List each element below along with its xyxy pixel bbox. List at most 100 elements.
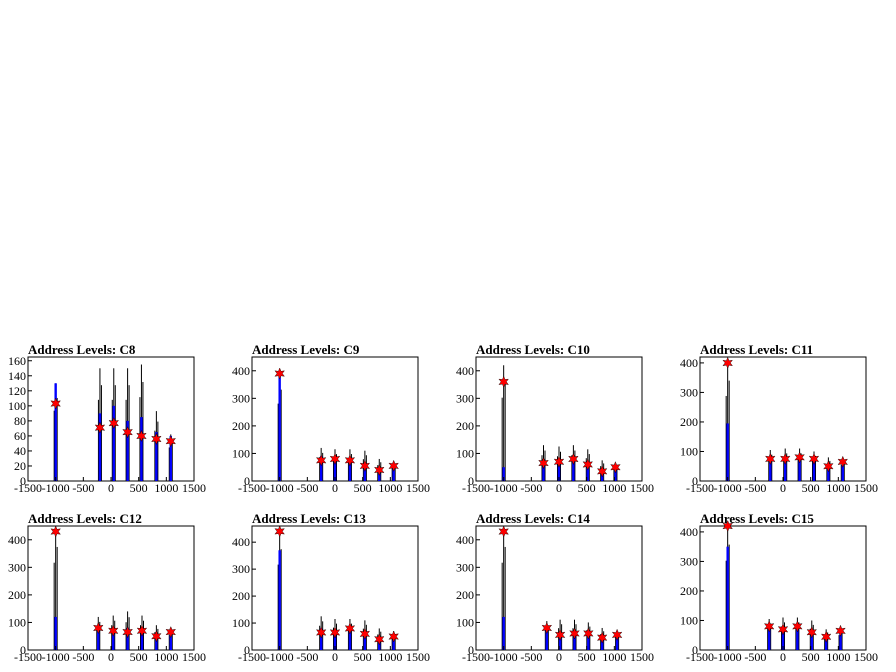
x-tick-label: -500 xyxy=(744,650,766,664)
x-tick-label: -1500 xyxy=(14,481,42,495)
x-tick-label: -500 xyxy=(296,481,318,495)
peak-marker xyxy=(388,630,399,643)
peak-marker xyxy=(344,454,356,467)
chart-panel: Address Levels: C11 0 100 200 300 400 -1500 -10… xyxy=(680,342,878,495)
x-tick-label: -1000 xyxy=(714,650,742,664)
x-tick-label: -500 xyxy=(296,650,318,664)
histogram-bin xyxy=(812,460,816,481)
peak-marker xyxy=(165,626,176,639)
histogram-bin xyxy=(54,616,57,650)
histogram-bin xyxy=(155,432,158,481)
histogram-bin xyxy=(798,457,801,481)
y-tick-label: 400 xyxy=(8,533,26,547)
chart-title: Address Levels: C8 xyxy=(28,342,136,357)
x-tick-label: -1500 xyxy=(686,481,714,495)
x-tick-label: 1500 xyxy=(854,650,878,664)
histogram-bin xyxy=(363,464,367,481)
peak-marker xyxy=(344,622,356,635)
x-tick-label: 1000 xyxy=(378,481,402,495)
peak-marker xyxy=(823,460,834,473)
histogram-bin xyxy=(587,633,590,650)
x-tick-label: 500 xyxy=(354,650,372,664)
peak-marker xyxy=(151,630,162,643)
x-tick-label: -1500 xyxy=(686,650,714,664)
y-tick-label: 100 xyxy=(8,399,26,413)
x-tick-label: 500 xyxy=(578,650,596,664)
histogram-bin xyxy=(333,629,337,650)
histogram-bin xyxy=(614,467,617,481)
x-tick-label: 1500 xyxy=(630,481,654,495)
x-tick-label: 1000 xyxy=(602,481,626,495)
chart-panel: Address Levels: C9 0 100 200 300 400 -1500 -100… xyxy=(232,342,430,495)
y-tick-label: 200 xyxy=(456,588,474,602)
y-tick-label: 60 xyxy=(14,429,26,443)
y-tick-label: 0 xyxy=(20,643,26,657)
x-tick-label: -1000 xyxy=(490,481,518,495)
peak-marker xyxy=(93,621,104,635)
peak-marker xyxy=(596,631,608,644)
peak-marker xyxy=(837,455,848,468)
chart-panel: Address Levels: C12 0 100 200 300 400 -1500 -10… xyxy=(8,511,206,664)
chart-title: Address Levels: C13 xyxy=(252,511,366,526)
peak-marker xyxy=(388,459,399,472)
x-tick-label: 500 xyxy=(354,481,372,495)
x-tick-label: -500 xyxy=(520,650,542,664)
peak-marker xyxy=(538,457,549,470)
peak-marker xyxy=(274,367,285,380)
y-tick-label: 0 xyxy=(692,643,698,657)
x-tick-label: 0 xyxy=(780,481,786,495)
x-tick-label: 0 xyxy=(556,481,562,495)
y-tick-label: 400 xyxy=(456,364,474,378)
y-tick-label: 300 xyxy=(456,391,474,405)
histogram-bin xyxy=(155,634,158,650)
x-tick-label: -1000 xyxy=(266,650,294,664)
peak-marker xyxy=(498,375,509,388)
x-tick-label: 1000 xyxy=(378,650,402,664)
peak-marker xyxy=(611,628,623,641)
chart-title: Address Levels: C11 xyxy=(700,342,813,357)
peak-marker xyxy=(329,626,341,639)
y-tick-label: 200 xyxy=(680,415,698,429)
histogram-bin xyxy=(615,634,619,650)
histogram-bin xyxy=(586,465,589,481)
peak-marker xyxy=(792,620,803,633)
y-tick-label: 100 xyxy=(680,444,698,458)
peak-marker xyxy=(763,620,775,633)
histogram-bin xyxy=(726,546,729,650)
x-tick-label: 1500 xyxy=(182,650,206,664)
x-tick-label: -1000 xyxy=(266,481,294,495)
peak-marker xyxy=(50,397,61,410)
peak-marker xyxy=(122,626,133,639)
x-tick-label: -1500 xyxy=(14,650,42,664)
histogram-bin xyxy=(600,637,604,650)
histogram-bin xyxy=(542,460,545,481)
y-tick-label: 160 xyxy=(8,354,26,368)
peak-marker xyxy=(151,432,162,445)
histogram-bin xyxy=(545,627,549,650)
x-tick-label: 1500 xyxy=(182,481,206,495)
histogram-bin xyxy=(572,458,575,481)
histogram-bin xyxy=(557,461,561,481)
histogram-bin xyxy=(796,626,799,650)
chart-panel: Address Levels: C13 0 100 200 300 400 -1500 -10… xyxy=(232,511,430,664)
chart-title: Address Levels: C14 xyxy=(476,511,590,526)
x-tick-label: 500 xyxy=(578,481,596,495)
peak-marker xyxy=(108,417,119,430)
chart-title: Address Levels: C9 xyxy=(252,342,360,357)
x-tick-label: 0 xyxy=(108,650,114,664)
peak-marker xyxy=(722,356,733,369)
y-tick-label: 400 xyxy=(456,533,474,547)
histogram-bin xyxy=(97,625,100,650)
x-tick-label: 1500 xyxy=(630,650,654,664)
histogram-bin xyxy=(126,420,129,481)
peak-marker xyxy=(794,451,805,464)
y-tick-label: 140 xyxy=(8,369,26,383)
y-tick-label: 200 xyxy=(232,419,250,433)
peak-marker xyxy=(554,628,566,641)
y-tick-label: 300 xyxy=(232,562,250,576)
y-tick-label: 100 xyxy=(456,615,474,629)
x-tick-label: 1000 xyxy=(154,650,178,664)
y-tick-label: 300 xyxy=(8,560,26,574)
peak-marker xyxy=(777,623,789,636)
